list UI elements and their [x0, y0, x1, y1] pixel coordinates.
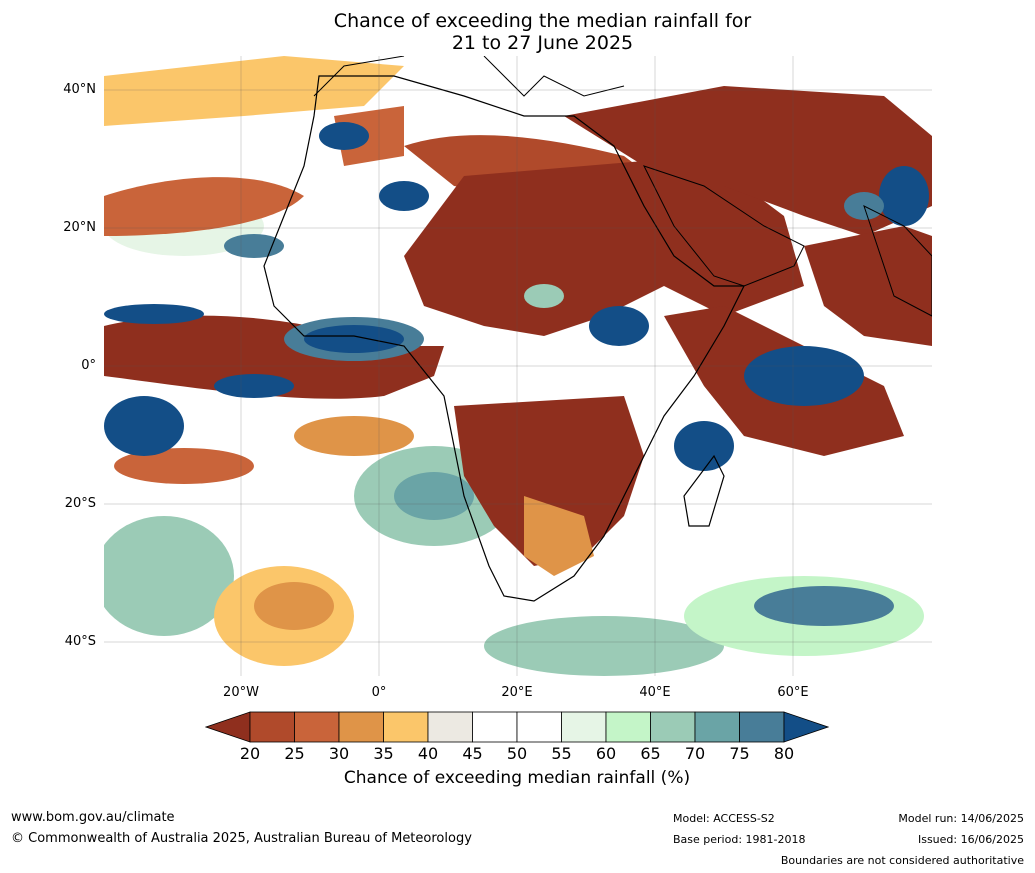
- issued-date: Issued: 16/06/2025: [917, 833, 1024, 846]
- model-run: Model run: 14/06/2025: [898, 812, 1024, 825]
- colorbar-bin: [294, 711, 340, 743]
- colorbar-label: Chance of exceeding median rainfall (%): [343, 768, 691, 788]
- colorbar-bin: [383, 711, 429, 743]
- lat-label-20n: 20°N: [63, 220, 96, 235]
- lat-label-20s: 20°S: [64, 496, 96, 511]
- lon-label-0: 0°: [371, 685, 387, 700]
- colorbar-tick-label: 80: [773, 744, 795, 763]
- lat-label-40s: 40°S: [64, 634, 96, 649]
- copyright-text: © Commonwealth of Australia 2025, Austra…: [11, 831, 472, 846]
- colorbar-bin: [650, 711, 696, 743]
- base-period: Base period: 1981-2018: [673, 833, 806, 846]
- lon-label-20e: 20°E: [501, 685, 533, 700]
- colorbar-tick-label: 20: [239, 744, 261, 763]
- colorbar-tick-label: 25: [284, 744, 305, 763]
- lat-label-40n: 40°N: [63, 82, 96, 97]
- colorbar-tick-label: 45: [462, 744, 483, 763]
- colorbar-bin: [338, 711, 384, 743]
- website-link[interactable]: www.bom.gov.au/climate: [11, 810, 175, 825]
- colorbar-bin: [694, 711, 740, 743]
- africa-coastline: [263, 75, 745, 602]
- colorbar-bin: [739, 711, 785, 743]
- ocean-pattern: [104, 196, 924, 676]
- colorbar-tick-label: 30: [328, 744, 350, 763]
- colorbar-tick-label: 60: [595, 744, 617, 763]
- map-title: Chance of exceeding the median rainfall …: [0, 10, 1035, 54]
- colorbar-bin: [561, 711, 607, 743]
- colorbar-tick-label: 40: [417, 744, 439, 763]
- colorbar-tick-label: 50: [506, 744, 528, 763]
- colorbar-tick-label: 55: [551, 744, 572, 763]
- colorbar: [204, 711, 830, 747]
- lon-label-40e: 40°E: [639, 685, 671, 700]
- lon-label-60e: 60°E: [777, 685, 809, 700]
- colorbar-bin: [472, 711, 518, 743]
- title-line-2: 21 to 27 June 2025: [451, 32, 634, 54]
- lat-label-0: 0°: [81, 358, 96, 373]
- colorbar-tick-label: 35: [373, 744, 394, 763]
- india-coastline: [863, 205, 932, 317]
- model-name: Model: ACCESS-S2: [673, 812, 775, 825]
- title-line-1: Chance of exceeding the median rainfall …: [333, 10, 752, 32]
- europe-coastline: [313, 56, 625, 97]
- lon-label-20w: 20°W: [223, 685, 259, 700]
- boundary-disclaimer: Boundaries are not considered authoritat…: [780, 854, 1024, 867]
- arabia-coastline: [643, 165, 805, 287]
- colorbar-svg: [204, 711, 830, 743]
- rainfall-map: [104, 56, 932, 676]
- colorbar-extend-low: [204, 711, 251, 743]
- colorbar-tick-label: 75: [729, 744, 750, 763]
- colorbar-bin: [249, 711, 295, 743]
- graticule: [104, 56, 932, 676]
- colorbar-bin: [605, 711, 651, 743]
- colorbar-extend-high: [783, 711, 830, 743]
- colorbar-bin: [427, 711, 473, 743]
- map-canvas: [104, 56, 932, 676]
- madagascar-coastline: [683, 454, 725, 527]
- colorbar-bin: [516, 711, 562, 743]
- colorbar-tick-label: 65: [640, 744, 661, 763]
- colorbar-tick-label: 70: [684, 744, 706, 763]
